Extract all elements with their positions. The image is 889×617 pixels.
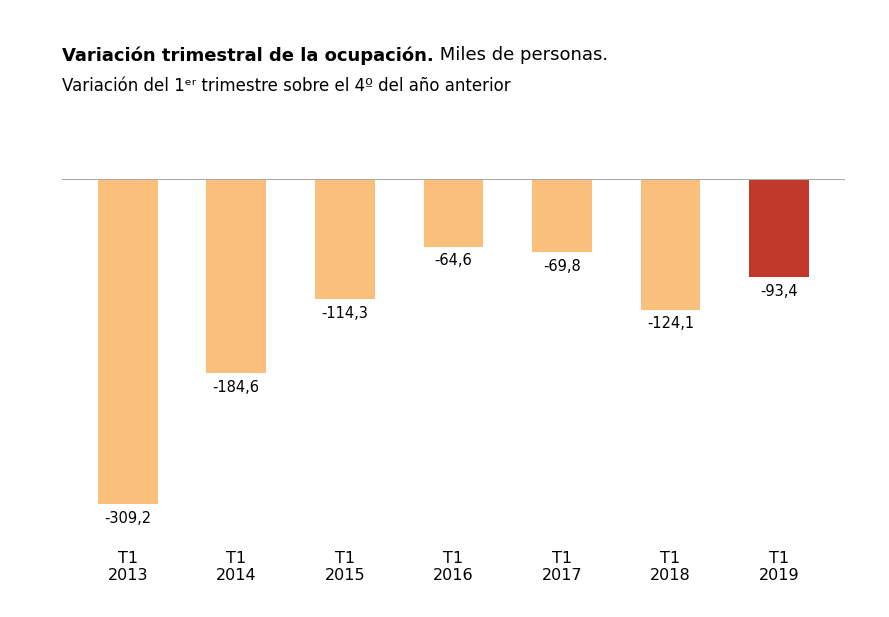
Text: -309,2: -309,2 — [104, 511, 151, 526]
Text: -124,1: -124,1 — [647, 316, 694, 331]
Text: Miles de personas.: Miles de personas. — [434, 46, 608, 64]
Text: -114,3: -114,3 — [321, 305, 368, 321]
Text: -64,6: -64,6 — [435, 253, 472, 268]
Text: -69,8: -69,8 — [543, 259, 581, 274]
Text: -184,6: -184,6 — [212, 379, 260, 394]
Bar — [423, 179, 484, 247]
Bar — [315, 179, 374, 299]
Bar — [98, 179, 157, 504]
Bar — [533, 179, 592, 252]
Text: Variación del 1ᵉʳ trimestre sobre el 4º del año anterior: Variación del 1ᵉʳ trimestre sobre el 4º … — [62, 77, 511, 95]
Bar — [749, 179, 809, 277]
Bar — [641, 179, 701, 310]
Text: -93,4: -93,4 — [760, 284, 798, 299]
Bar — [206, 179, 266, 373]
Text: Variación trimestral de la ocupación.: Variación trimestral de la ocupación. — [62, 46, 434, 65]
